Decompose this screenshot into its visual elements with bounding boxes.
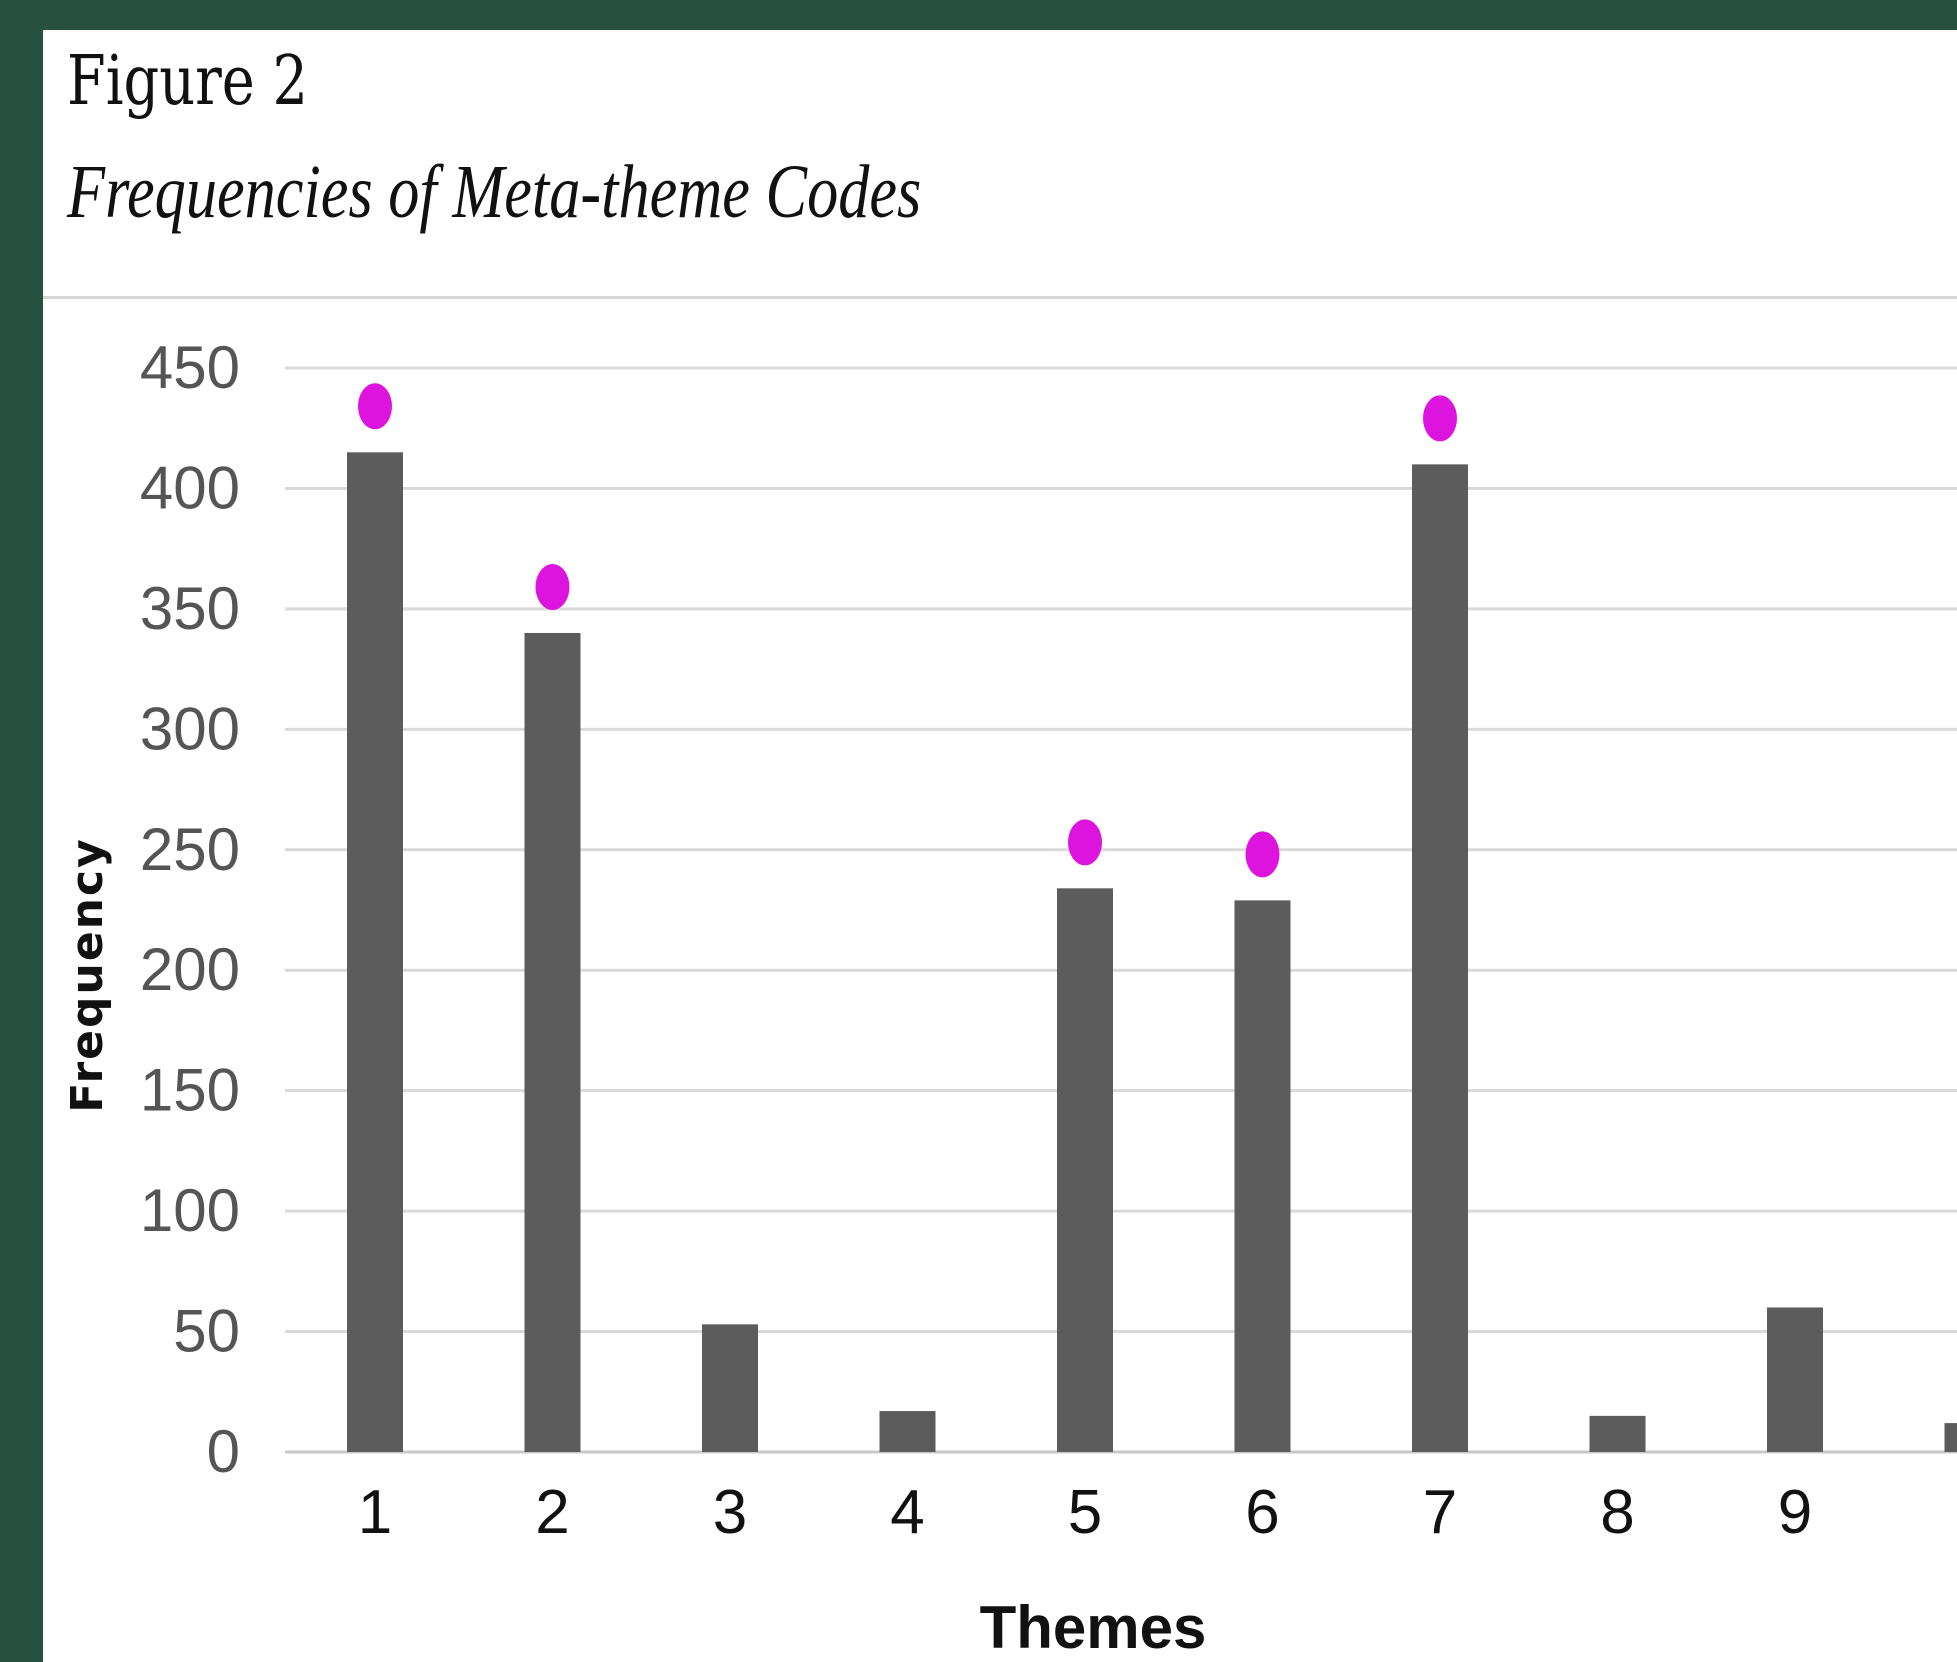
- x-tick-label: 1: [358, 1478, 392, 1547]
- x-axis-label: Themes: [980, 1594, 1207, 1661]
- markers: [358, 383, 1457, 878]
- figure-label: Figure 2: [67, 42, 308, 121]
- y-tick-labels: 0 50 100 150 200 250 300 350 400 450: [140, 334, 240, 1485]
- bar: [1234, 900, 1291, 1452]
- x-tick-label: 5: [1068, 1478, 1102, 1547]
- x-tick-label: 9: [1778, 1478, 1812, 1547]
- bar: [1412, 464, 1468, 1452]
- figure-title: Frequencies of Meta-theme Codes: [67, 150, 922, 234]
- bar: [347, 452, 403, 1452]
- x-tick-label: 8: [1600, 1478, 1634, 1547]
- y-tick-label: 150: [140, 1057, 240, 1124]
- x-tick-label: 4: [890, 1478, 924, 1547]
- y-tick-label: 400: [140, 454, 240, 521]
- x-tick-label: 3: [713, 1478, 747, 1547]
- y-tick-label: 450: [140, 334, 240, 401]
- y-tick-label: 200: [140, 936, 240, 1003]
- title-divider: [43, 296, 1957, 299]
- x-tick-labels: 1 2 3 4 5 6 7 8 9 9: [358, 1478, 1957, 1547]
- y-axis-label: Frequency: [62, 837, 113, 1113]
- y-tick-label: 350: [140, 575, 240, 642]
- marker-dot: [1423, 395, 1457, 442]
- marker-dot: [535, 563, 570, 610]
- bar: [1057, 888, 1113, 1452]
- bar: [524, 632, 581, 1452]
- bar: [1767, 1307, 1823, 1452]
- y-tick-label: 0: [207, 1418, 240, 1485]
- marker-dot: [358, 383, 392, 430]
- bars: [347, 452, 1957, 1452]
- y-tick-label: 250: [140, 816, 240, 883]
- bar: [702, 1324, 758, 1452]
- x-tick-label: 2: [535, 1478, 569, 1547]
- marker-dot: [1068, 819, 1102, 866]
- x-tick-label: 6: [1245, 1478, 1279, 1547]
- y-tick-label: 100: [140, 1177, 240, 1244]
- bar: [1589, 1415, 1646, 1452]
- bar: [1944, 1423, 1957, 1452]
- y-tick-label: 300: [140, 695, 240, 762]
- x-tick-label: 7: [1423, 1478, 1457, 1547]
- marker-dot: [1245, 831, 1280, 878]
- y-tick-label: 50: [173, 1298, 240, 1365]
- bar: [879, 1411, 936, 1452]
- x-tick-label: 9: [1955, 1478, 1957, 1547]
